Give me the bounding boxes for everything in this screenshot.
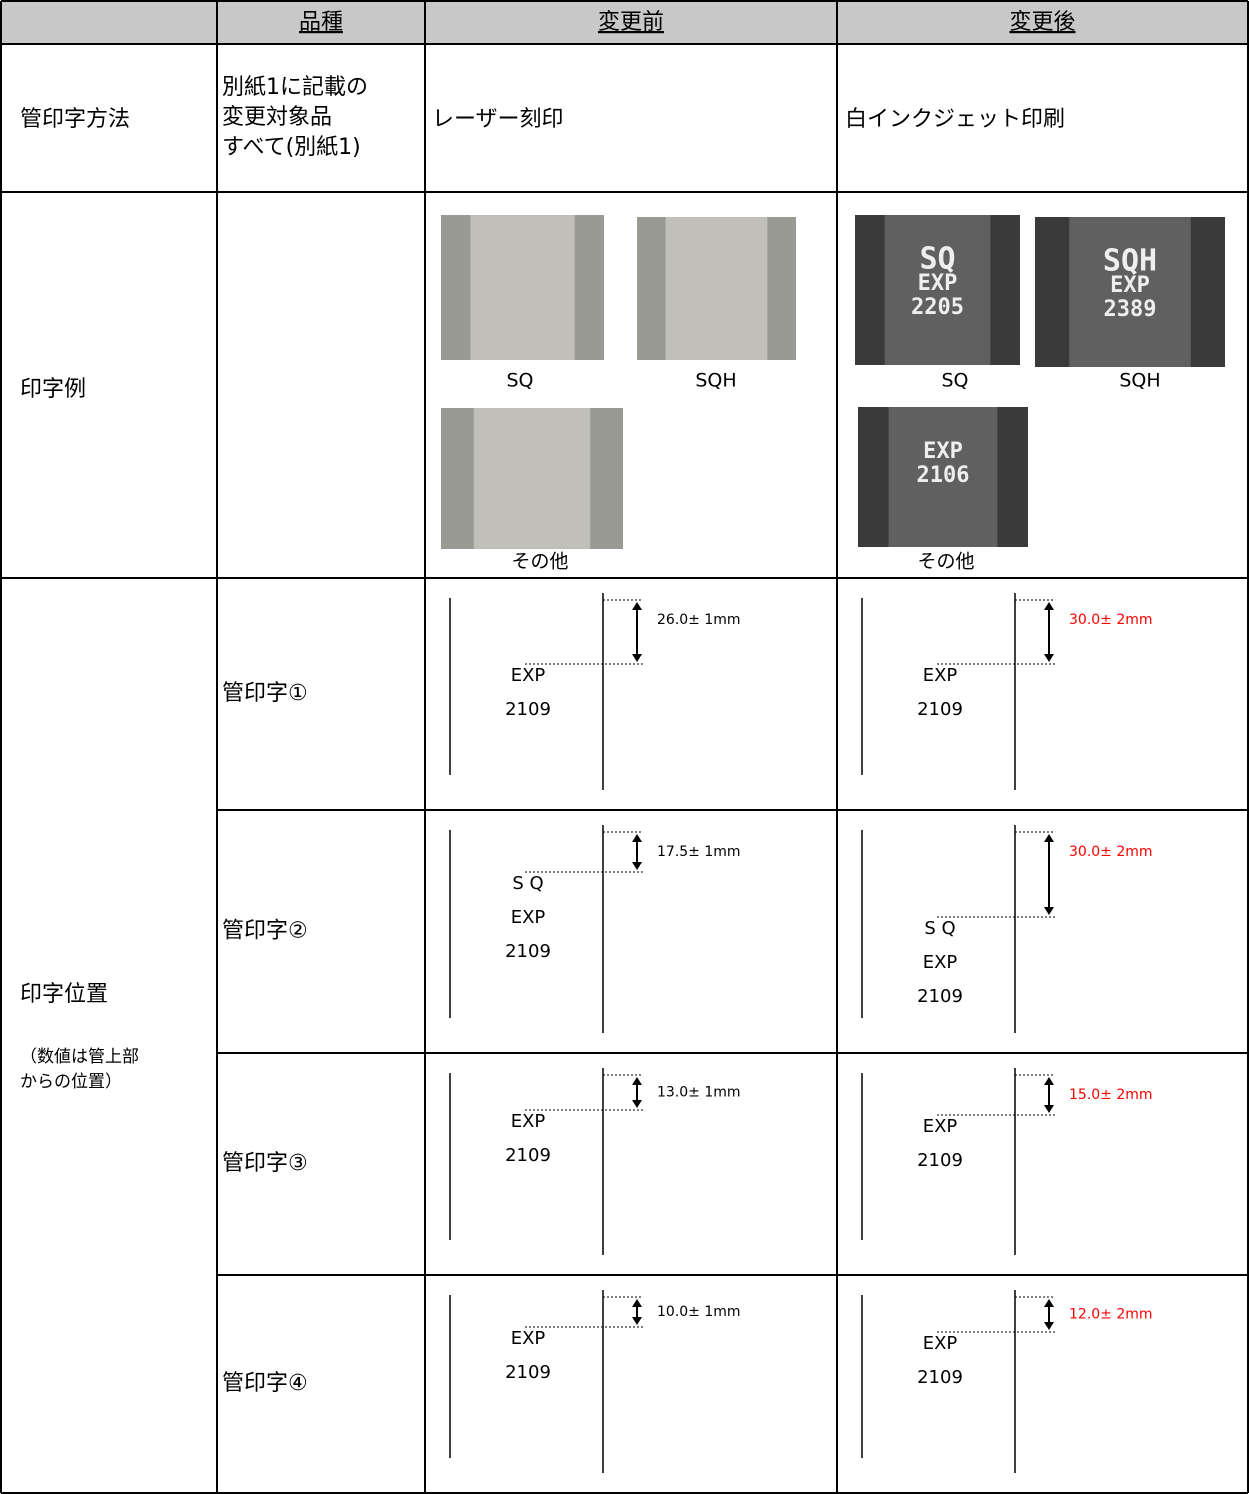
print-text: EXP [923,665,958,686]
note-text: （数値は管上部 [20,1047,139,1067]
print-text: EXP [923,952,958,973]
method-after: 白インクジェット印刷 [845,107,1065,132]
dimension-label: 30.0± 2mm [1069,612,1153,628]
photo-caption: SQH [1119,370,1160,392]
photo-tube [884,215,991,365]
row-label: 印字位置 [20,982,108,1007]
photo-text: 2205 [911,295,964,320]
photo-text: SQ [919,242,955,277]
dimension-label: 17.5± 1mm [657,844,741,860]
dimension-label: 26.0± 1mm [657,612,741,628]
print-text: 2109 [917,1150,963,1171]
print-text: 2109 [505,941,551,962]
print-text: S Q [512,873,543,894]
photo-tube [665,217,768,360]
dimension-label: 30.0± 2mm [1069,844,1153,860]
arrow-head [632,1299,642,1325]
print-text: EXP [511,907,546,928]
header-bg [1,1,1248,44]
dimension-label: 12.0± 2mm [1069,1307,1153,1323]
dimension-label: 10.0± 1mm [657,1304,741,1320]
photo-text: EXP [918,271,958,296]
kind-text: 変更対象品 [222,105,332,130]
print-text: EXP [923,1333,958,1354]
photo-caption: SQ [506,370,533,392]
photo-caption: その他 [917,551,974,573]
header-cell: 変更前 [598,10,664,35]
photo-text: 2389 [1104,297,1157,322]
print-text: 2109 [505,1145,551,1166]
photo-caption: SQH [695,370,736,392]
arrow-head [632,834,642,870]
print-text: EXP [511,665,546,686]
photo-text: SQH [1103,244,1157,279]
print-text: 2109 [505,1362,551,1383]
print-text: 2109 [917,1367,963,1388]
print-text: EXP [511,1328,546,1349]
kind-text: すべて(別紙1) [222,135,361,160]
dimension-label: 13.0± 1mm [657,1085,741,1101]
photo-tube [473,408,591,549]
photo-tube [1069,217,1191,367]
print-text: EXP [923,1116,958,1137]
method-before: レーザー刻印 [432,107,564,132]
header-cell: 品種 [299,10,343,35]
row-label: 管印字方法 [20,107,130,132]
print-text: 2109 [917,699,963,720]
position-name: 管印字② [222,919,308,944]
header-cell: 変更後 [1009,10,1075,35]
photo-caption: その他 [511,551,568,573]
print-text: 2109 [917,986,963,1007]
photo-tube [470,215,575,360]
photo-text: EXP [1110,273,1150,298]
note-text: からの位置） [20,1072,122,1092]
arrow-head [632,1077,642,1108]
photo-text: EXP [923,439,963,464]
arrow-head [1044,1299,1054,1330]
dimension-label: 15.0± 2mm [1069,1087,1153,1103]
photo-text: 2106 [917,463,970,488]
position-name: 管印字③ [222,1151,308,1176]
photo-caption: SQ [941,370,968,392]
position-name: 管印字① [222,681,308,706]
photo-tube [888,407,998,547]
kind-text: 別紙1に記載の [222,75,368,100]
print-text: S Q [924,918,955,939]
print-text: EXP [511,1111,546,1132]
arrow-head [1044,1077,1054,1113]
position-name: 管印字④ [222,1371,308,1396]
print-text: 2109 [505,699,551,720]
row-label: 印字例 [20,377,86,402]
